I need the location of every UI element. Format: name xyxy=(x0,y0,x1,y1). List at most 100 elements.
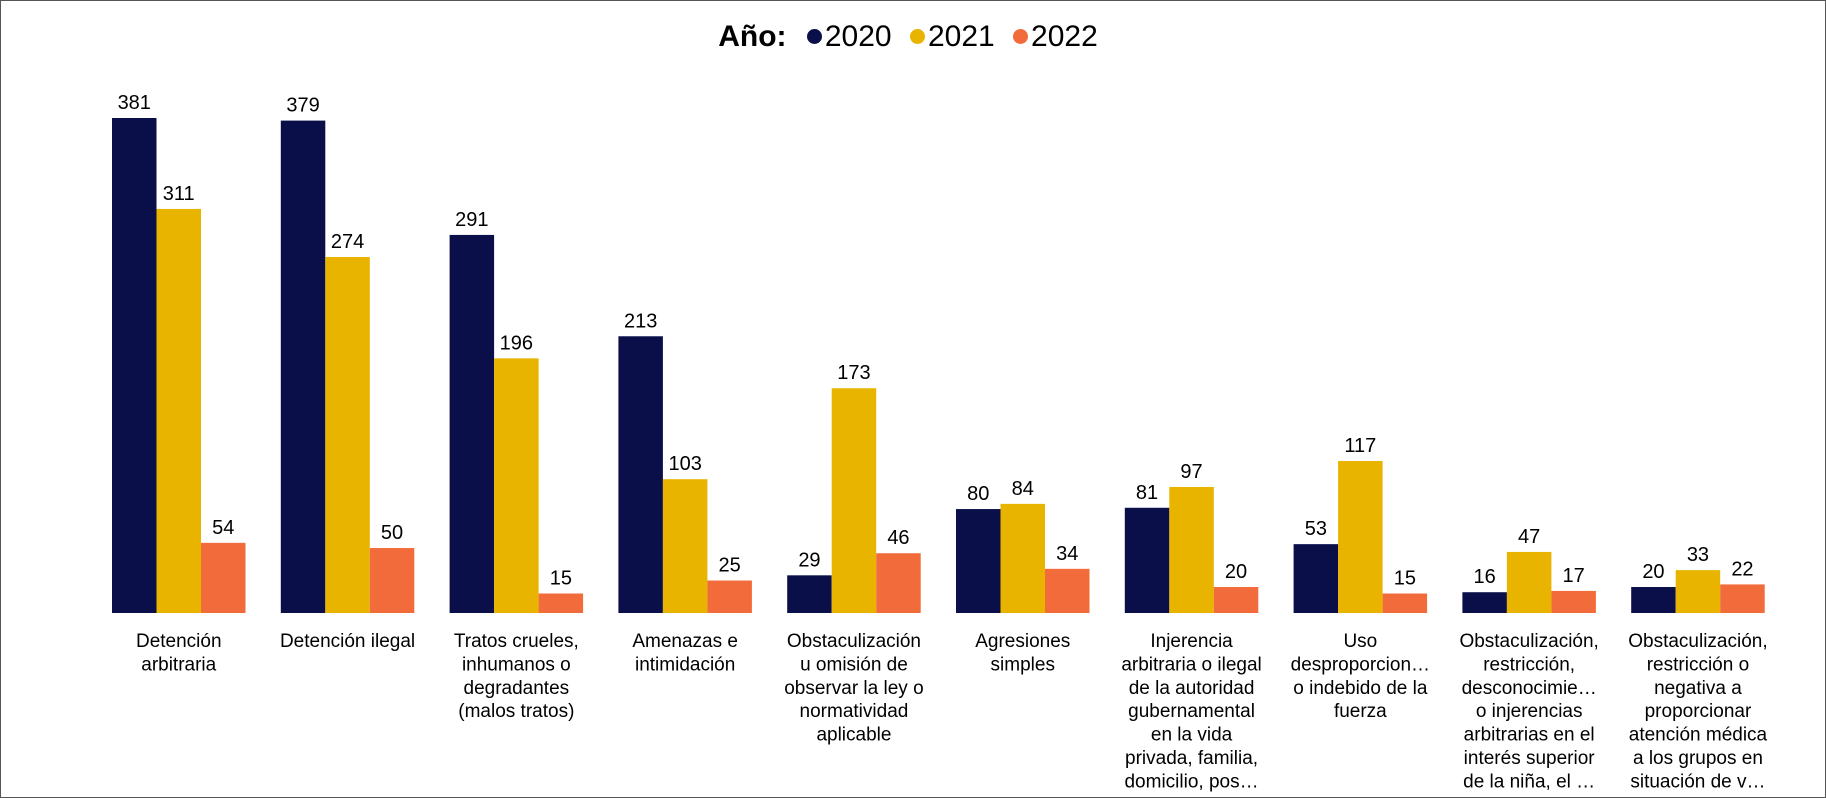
category-label-10-line-7: situación de v… xyxy=(1630,771,1765,792)
data-label-2021-cat-8: 117 xyxy=(1344,435,1376,457)
data-label-2020-cat-5: 29 xyxy=(798,549,820,571)
data-label-2022-cat-7: 20 xyxy=(1225,561,1247,583)
category-label-3-line-4: (malos tratos) xyxy=(458,701,574,722)
category-label-10-line-5: atención médica xyxy=(1629,725,1768,746)
legend-title: Año: xyxy=(718,20,787,53)
bar-2020-cat-5 xyxy=(787,575,832,613)
category-label-10-line-1: Obstaculización, xyxy=(1628,631,1767,652)
category-label-3-line-2: inhumanos o xyxy=(462,654,571,675)
category-label-7-line-6: privada, familia, xyxy=(1125,748,1258,769)
category-label-7-line-3: de la autoridad xyxy=(1129,678,1255,699)
data-label-2020-cat-9: 16 xyxy=(1474,566,1496,588)
category-label-9-line-2: restricción, xyxy=(1483,654,1575,675)
data-label-2021-cat-6: 84 xyxy=(1012,478,1034,500)
bar-2020-cat-6 xyxy=(956,509,1001,613)
legend-label-2021: 2021 xyxy=(927,20,995,53)
category-label-6-line-1: Agresiones xyxy=(975,631,1070,652)
bar-2022-cat-9 xyxy=(1551,590,1596,613)
category-label-5-line-4: normatividad xyxy=(800,701,909,722)
data-label-2021-cat-9: 47 xyxy=(1518,526,1540,548)
bar-2020-cat-10 xyxy=(1631,587,1676,613)
data-label-2021-cat-1: 311 xyxy=(163,183,195,205)
bar-2021-cat-3 xyxy=(494,358,539,613)
data-label-2022-cat-10: 22 xyxy=(1731,558,1753,580)
bar-2021-cat-2 xyxy=(325,257,370,613)
bar-2020-cat-8 xyxy=(1293,544,1339,613)
category-label-10-line-2: restricción o xyxy=(1647,654,1749,675)
bar-2021-cat-10 xyxy=(1675,570,1721,613)
category-label-7-line-7: domicilio, pos… xyxy=(1124,771,1258,792)
data-label-2020-cat-7: 81 xyxy=(1136,482,1158,504)
data-label-2022-cat-2: 50 xyxy=(381,522,403,544)
category-label-8-line-2: desproporcion… xyxy=(1291,654,1430,675)
category-label-5-line-5: aplicable xyxy=(816,725,891,746)
bar-2021-cat-7 xyxy=(1169,486,1214,613)
category-label-3-line-3: degradantes xyxy=(464,678,570,699)
category-label-5-line-2: u omisión de xyxy=(800,654,908,675)
legend-marker-2020 xyxy=(806,29,822,44)
category-label-9-line-3: desconocimie… xyxy=(1462,678,1597,699)
category-label-2-line-1: Detención ilegal xyxy=(280,631,415,652)
category-label-8-line-1: Uso xyxy=(1343,631,1377,652)
bar-2021-cat-5 xyxy=(831,388,877,613)
data-label-2021-cat-7: 97 xyxy=(1180,461,1202,483)
data-label-2022-cat-8: 15 xyxy=(1394,568,1416,590)
category-label-10-line-6: a los grupos en xyxy=(1633,748,1763,769)
data-label-2022-cat-1: 54 xyxy=(212,517,234,539)
data-label-2020-cat-10: 20 xyxy=(1642,561,1664,583)
data-label-2022-cat-3: 15 xyxy=(550,568,572,590)
legend-item-2021: 2021 xyxy=(909,20,995,54)
data-label-2022-cat-6: 34 xyxy=(1056,543,1078,565)
bar-2022-cat-5 xyxy=(876,553,921,613)
category-label-9-line-6: interés superior xyxy=(1464,748,1596,769)
bar-2020-cat-7 xyxy=(1124,507,1170,613)
data-label-2022-cat-9: 17 xyxy=(1563,565,1585,587)
category-label-7-line-2: arbitraria o ilegal xyxy=(1121,654,1261,675)
bar-2021-cat-9 xyxy=(1506,551,1552,613)
category-label-7-line-1: Injerencia xyxy=(1150,631,1233,652)
legend-label-2020: 2020 xyxy=(824,20,892,53)
bar-2022-cat-10 xyxy=(1720,584,1765,613)
bar-2020-cat-9 xyxy=(1462,592,1507,613)
category-label-10-line-4: proporcionar xyxy=(1645,701,1752,722)
bar-2022-cat-4 xyxy=(707,580,752,613)
legend-item-2020: 2020 xyxy=(806,20,892,54)
bar-2021-cat-8 xyxy=(1338,460,1383,613)
bar-2020-cat-2 xyxy=(280,120,326,614)
bar-2021-cat-4 xyxy=(662,479,708,613)
bar-2022-cat-6 xyxy=(1045,568,1090,613)
data-label-2021-cat-2: 274 xyxy=(331,231,364,253)
data-label-2020-cat-3: 291 xyxy=(455,209,488,231)
bar-2020-cat-4 xyxy=(618,336,663,613)
bar-2022-cat-2 xyxy=(369,548,415,613)
data-label-2021-cat-3: 196 xyxy=(500,332,533,354)
bar-2022-cat-8 xyxy=(1382,593,1428,613)
data-label-2021-cat-4: 103 xyxy=(668,453,701,475)
bar-2022-cat-7 xyxy=(1213,587,1259,613)
category-label-1-line-1: Detención xyxy=(136,631,222,652)
data-label-2022-cat-4: 25 xyxy=(719,555,741,577)
data-label-2022-cat-5: 46 xyxy=(887,527,909,549)
data-label-2020-cat-8: 53 xyxy=(1305,518,1327,540)
legend: Año: 2020 2021 2022 xyxy=(0,20,1826,54)
category-label-4-line-1: Amenazas e xyxy=(632,631,738,652)
data-label-2020-cat-2: 379 xyxy=(286,95,319,117)
category-label-1-line-2: arbitraria xyxy=(141,654,216,675)
category-label-8-line-3: o indebido de la xyxy=(1293,678,1428,699)
legend-marker-2022 xyxy=(1013,29,1029,44)
data-label-2020-cat-4: 213 xyxy=(624,310,657,332)
category-label-6-line-2: simples xyxy=(991,654,1055,675)
bar-2022-cat-1 xyxy=(201,542,246,613)
data-label-2020-cat-6: 80 xyxy=(967,483,989,505)
category-label-9-line-1: Obstaculización, xyxy=(1459,631,1598,652)
legend-marker-2021 xyxy=(909,29,925,44)
category-label-5-line-3: observar la ley o xyxy=(784,678,923,699)
category-label-9-line-5: arbitrarias en el xyxy=(1464,725,1595,746)
bar-2020-cat-1 xyxy=(112,118,157,613)
category-label-3-line-1: Tratos crueles, xyxy=(454,631,579,652)
legend-label-2022: 2022 xyxy=(1031,20,1098,53)
data-label-2021-cat-10: 33 xyxy=(1687,544,1709,566)
category-label-7-line-5: en la vida xyxy=(1151,725,1233,746)
bar-2022-cat-3 xyxy=(538,593,584,613)
